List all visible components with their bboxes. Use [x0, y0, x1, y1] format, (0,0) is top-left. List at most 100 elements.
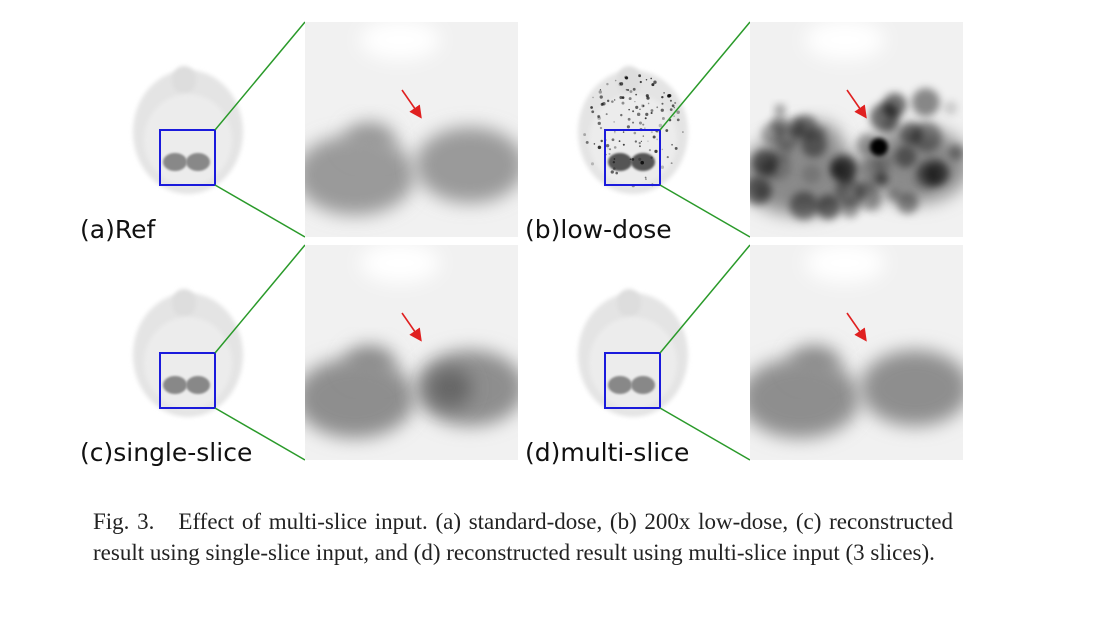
- noise: [590, 106, 593, 109]
- zoom-noise: [883, 104, 898, 118]
- noise: [673, 115, 675, 118]
- blob: [186, 376, 210, 394]
- head-top: [617, 66, 641, 94]
- noise: [583, 133, 587, 137]
- noise: [614, 132, 616, 134]
- noise: [612, 167, 616, 171]
- noise: [613, 121, 616, 123]
- noise: [653, 80, 657, 84]
- noise: [639, 80, 642, 84]
- noise: [661, 148, 664, 151]
- noise: [619, 96, 623, 100]
- zoom-blob: [305, 358, 415, 438]
- noise: [606, 82, 609, 86]
- noise: [644, 176, 647, 179]
- noise: [676, 118, 680, 122]
- zoom-noise: [896, 192, 919, 214]
- zoom-blob: [750, 358, 860, 438]
- noise: [607, 148, 609, 150]
- noise: [597, 121, 601, 126]
- zoom-noise: [770, 115, 789, 133]
- caption-number: Fig. 3.: [93, 509, 155, 534]
- zoom-light: [805, 22, 885, 60]
- connector: [659, 184, 751, 238]
- panel-label: (a)Ref: [80, 215, 156, 244]
- noise: [669, 99, 672, 102]
- arrow: [401, 89, 422, 119]
- noise: [663, 92, 665, 94]
- noise: [597, 114, 601, 118]
- noise: [650, 131, 653, 134]
- noise: [597, 116, 601, 120]
- zoom-image: [305, 245, 518, 460]
- noise: [605, 113, 608, 116]
- noise: [634, 140, 638, 143]
- connector: [659, 21, 751, 131]
- noise: [632, 110, 635, 113]
- zoom-light: [805, 245, 885, 283]
- zoom-blob: [790, 345, 840, 381]
- head-top: [617, 289, 641, 317]
- noise: [597, 115, 600, 118]
- noise: [656, 106, 659, 109]
- head-top: [172, 66, 196, 94]
- noise: [661, 102, 664, 105]
- panel-label: (d)multi-slice: [525, 438, 689, 467]
- noise: [633, 131, 637, 135]
- blob: [163, 376, 187, 394]
- noise: [620, 113, 623, 117]
- noise: [628, 108, 630, 111]
- head-inner: [589, 317, 677, 409]
- noise: [622, 143, 625, 146]
- noise: [599, 95, 603, 99]
- noise: [639, 145, 641, 148]
- zoom-noise: [857, 157, 886, 186]
- zoom-noise: [816, 194, 841, 220]
- zoom-noise: [792, 114, 818, 140]
- noise: [647, 102, 650, 105]
- noise: [622, 131, 625, 133]
- noise: [591, 110, 595, 114]
- noise: [611, 138, 615, 142]
- roi-box: [159, 352, 216, 409]
- noise: [632, 87, 636, 91]
- noise: [585, 140, 589, 144]
- noise: [642, 135, 645, 137]
- noise: [627, 89, 630, 92]
- blob: [186, 153, 210, 171]
- noise: [671, 143, 673, 146]
- noise: [645, 79, 648, 81]
- zoom-noise: [829, 154, 858, 183]
- noise: [608, 152, 611, 155]
- panel: (c)single-slice: [80, 244, 518, 467]
- noise: [618, 83, 622, 86]
- noise: [634, 101, 636, 103]
- noise: [635, 93, 638, 96]
- noise: [626, 125, 630, 129]
- zoom-noise: [887, 188, 902, 202]
- noise: [621, 101, 625, 105]
- panel: (d)multi-slice: [525, 244, 963, 467]
- connector: [214, 244, 306, 354]
- noise: [600, 102, 604, 106]
- noise: [642, 104, 645, 107]
- zoom-blob: [428, 368, 472, 408]
- noise: [590, 162, 595, 166]
- noise: [614, 79, 617, 82]
- noise: [613, 158, 616, 160]
- arrow: [846, 312, 867, 342]
- noise: [644, 178, 647, 181]
- zoom-noise: [911, 88, 940, 117]
- noise: [648, 148, 652, 152]
- zoom-noise: [948, 144, 963, 161]
- noise: [674, 146, 678, 150]
- noise: [681, 131, 684, 133]
- noise: [618, 82, 621, 85]
- zoom-blob: [345, 345, 395, 381]
- connector: [659, 407, 751, 461]
- noise: [669, 108, 673, 112]
- noise: [650, 77, 652, 80]
- noise: [650, 156, 653, 159]
- roi-box: [159, 129, 216, 186]
- head-inner: [144, 317, 232, 409]
